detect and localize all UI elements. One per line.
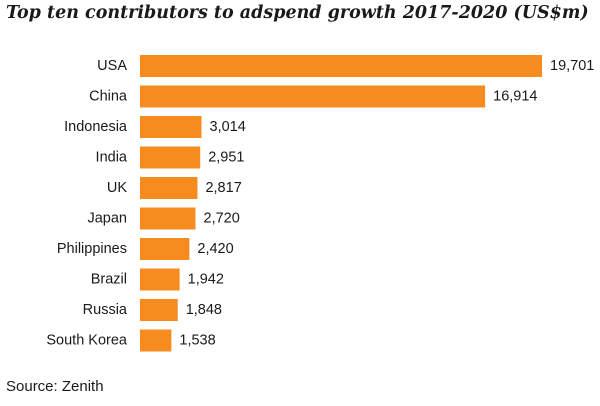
value-label: 2,951 bbox=[208, 150, 244, 166]
bar-russia bbox=[140, 299, 178, 321]
category-label: Japan bbox=[87, 211, 127, 227]
value-label: 2,817 bbox=[205, 180, 241, 196]
bar-japan bbox=[140, 207, 196, 230]
value-label: 16,914 bbox=[493, 89, 537, 105]
category-label: India bbox=[96, 150, 128, 166]
bar-china bbox=[140, 85, 486, 108]
bar-india bbox=[140, 146, 201, 169]
chart-title: Top ten contributors to adspend growth 2… bbox=[6, 3, 589, 23]
value-label: 19,701 bbox=[550, 58, 594, 74]
value-label: 2,420 bbox=[197, 241, 233, 257]
bar-indonesia bbox=[140, 116, 202, 138]
bar-philippines bbox=[140, 238, 190, 260]
category-label: Brazil bbox=[91, 272, 127, 288]
category-label: China bbox=[89, 89, 128, 105]
category-label: South Korea bbox=[46, 333, 128, 349]
category-label: USA bbox=[97, 58, 127, 74]
value-label: 1,848 bbox=[186, 302, 222, 318]
bar-south-korea bbox=[140, 329, 172, 352]
value-label: 3,014 bbox=[210, 119, 246, 135]
category-label: UK bbox=[107, 180, 127, 196]
category-label: Indonesia bbox=[64, 119, 128, 135]
category-label: Russia bbox=[83, 302, 128, 318]
bars-group: USA 19,701 China 16,914 Indonesia 3,014 India 2… bbox=[46, 55, 594, 352]
bar-uk bbox=[140, 177, 198, 199]
category-label: Philippines bbox=[57, 241, 127, 257]
bar-usa bbox=[140, 55, 542, 77]
value-label: 1,942 bbox=[188, 272, 224, 288]
bar-brazil bbox=[140, 268, 180, 291]
value-label: 2,720 bbox=[204, 211, 240, 227]
source-note: Source: Zenith bbox=[6, 378, 104, 395]
value-label: 1,538 bbox=[179, 333, 215, 349]
